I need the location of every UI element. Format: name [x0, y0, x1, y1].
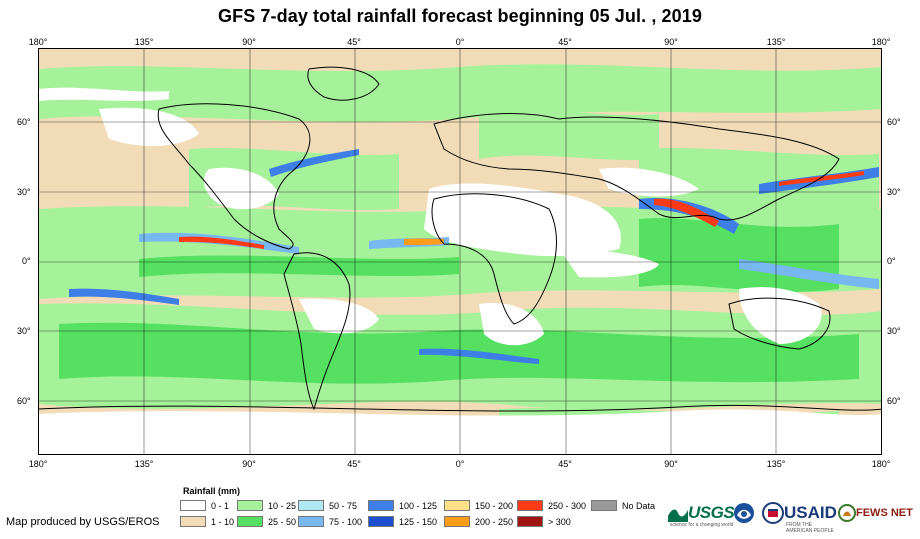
legend-item: 125 - 150 — [368, 516, 437, 527]
usgs-wordmark: USGS — [688, 503, 735, 522]
legend-item: 25 - 50 — [237, 516, 296, 527]
usgs-tagline: science for a changing world — [670, 522, 734, 528]
legend-title: Rainfall (mm) — [183, 486, 241, 496]
lon-label: 90° — [242, 459, 256, 469]
legend-item: 1 - 10 — [180, 516, 234, 527]
lon-label: 0° — [455, 37, 465, 47]
legend-swatch — [517, 500, 543, 511]
legend-label: 75 - 100 — [329, 516, 363, 527]
legend-label: > 300 — [548, 516, 571, 527]
legend-swatch — [591, 500, 617, 511]
lat-label: 60° — [17, 396, 31, 406]
legend-swatch — [444, 516, 470, 527]
legend-label: 100 - 125 — [399, 500, 438, 511]
lat-label: 60° — [887, 117, 901, 127]
lon-label: 0° — [455, 459, 465, 469]
usaid-logo: USAID FROM THE AMERICAN PEOPLE — [762, 498, 837, 534]
lat-label: 30° — [17, 326, 31, 336]
legend-swatch — [444, 500, 470, 511]
legend-item: > 300 — [517, 516, 571, 527]
heavy-rain-bands — [69, 149, 879, 364]
lon-label: 180° — [871, 37, 891, 47]
lat-label: 30° — [17, 187, 31, 197]
noaa-emblem-icon — [734, 503, 754, 523]
lat-label: 60° — [887, 396, 901, 406]
lon-label: 135° — [134, 37, 154, 47]
fews-net-wordmark: FEWS NET — [856, 507, 913, 519]
lon-label: 180° — [28, 459, 48, 469]
legend-label: 250 - 300 — [548, 500, 587, 511]
usaid-seal-icon — [762, 502, 784, 524]
lon-label: 90° — [664, 37, 678, 47]
lon-label: 45° — [347, 459, 361, 469]
usgs-wave-icon — [668, 509, 688, 522]
legend-item: No Data — [591, 500, 655, 511]
legend-label: 200 - 250 — [475, 516, 514, 527]
legend-swatch — [237, 516, 263, 527]
usgs-logo: USGS science for a changing world — [668, 498, 735, 528]
lat-label: 30° — [887, 326, 901, 336]
usaid-tagline: FROM THE AMERICAN PEOPLE — [786, 522, 834, 534]
lon-label: 135° — [766, 459, 786, 469]
lat-label: 30° — [887, 187, 901, 197]
graticule — [39, 49, 881, 454]
legend-swatch — [180, 516, 206, 527]
legend-swatch — [298, 516, 324, 527]
lon-label: 180° — [28, 37, 48, 47]
map-credit: Map produced by USGS/EROS — [6, 516, 160, 528]
lon-label: 90° — [242, 37, 256, 47]
lon-label: 45° — [347, 37, 361, 47]
fews-net-emblem-icon — [838, 504, 856, 522]
noaa-logo — [733, 498, 755, 528]
legend-item: 10 - 25 — [237, 500, 296, 511]
legend-label: 1 - 10 — [211, 516, 235, 527]
legend-swatch — [368, 500, 394, 511]
legend-swatch — [298, 500, 324, 511]
rainfall-map-graphic — [39, 49, 881, 454]
fews-net-logo: FEWS NET — [838, 498, 913, 528]
legend-item: 100 - 125 — [368, 500, 437, 511]
legend-item: 250 - 300 — [517, 500, 586, 511]
rain-10-50-areas — [39, 64, 881, 426]
legend-swatch — [517, 516, 543, 527]
legend-label: 0 - 1 — [211, 500, 230, 511]
legend-label: No Data — [622, 500, 656, 511]
lon-label: 45° — [558, 37, 572, 47]
legend-item: 75 - 100 — [298, 516, 362, 527]
lat-label: 0° — [22, 256, 31, 266]
legend-item: 150 - 200 — [444, 500, 513, 511]
lon-label: 135° — [134, 459, 154, 469]
legend-item: 50 - 75 — [298, 500, 357, 511]
lon-label: 90° — [664, 459, 678, 469]
lat-label: 60° — [17, 117, 31, 127]
legend-swatch — [237, 500, 263, 511]
usaid-wordmark: USAID — [784, 503, 837, 522]
legend-swatch — [180, 500, 206, 511]
legend-label: 25 - 50 — [268, 516, 297, 527]
continent-outlines — [39, 66, 881, 412]
legend-label: 50 - 75 — [329, 500, 358, 511]
map-title: GFS 7-day total rainfall forecast beginn… — [218, 6, 702, 26]
legend-swatch — [368, 516, 394, 527]
lat-label: 0° — [887, 256, 896, 266]
rainfall-map — [38, 48, 882, 455]
legend-item: 200 - 250 — [444, 516, 513, 527]
lon-label: 135° — [766, 37, 786, 47]
legend-label: 150 - 200 — [475, 500, 514, 511]
lon-label: 45° — [558, 459, 572, 469]
lon-label: 180° — [871, 459, 891, 469]
legend-label: 10 - 25 — [268, 500, 297, 511]
legend-label: 125 - 150 — [399, 516, 438, 527]
legend-item: 0 - 1 — [180, 500, 229, 511]
